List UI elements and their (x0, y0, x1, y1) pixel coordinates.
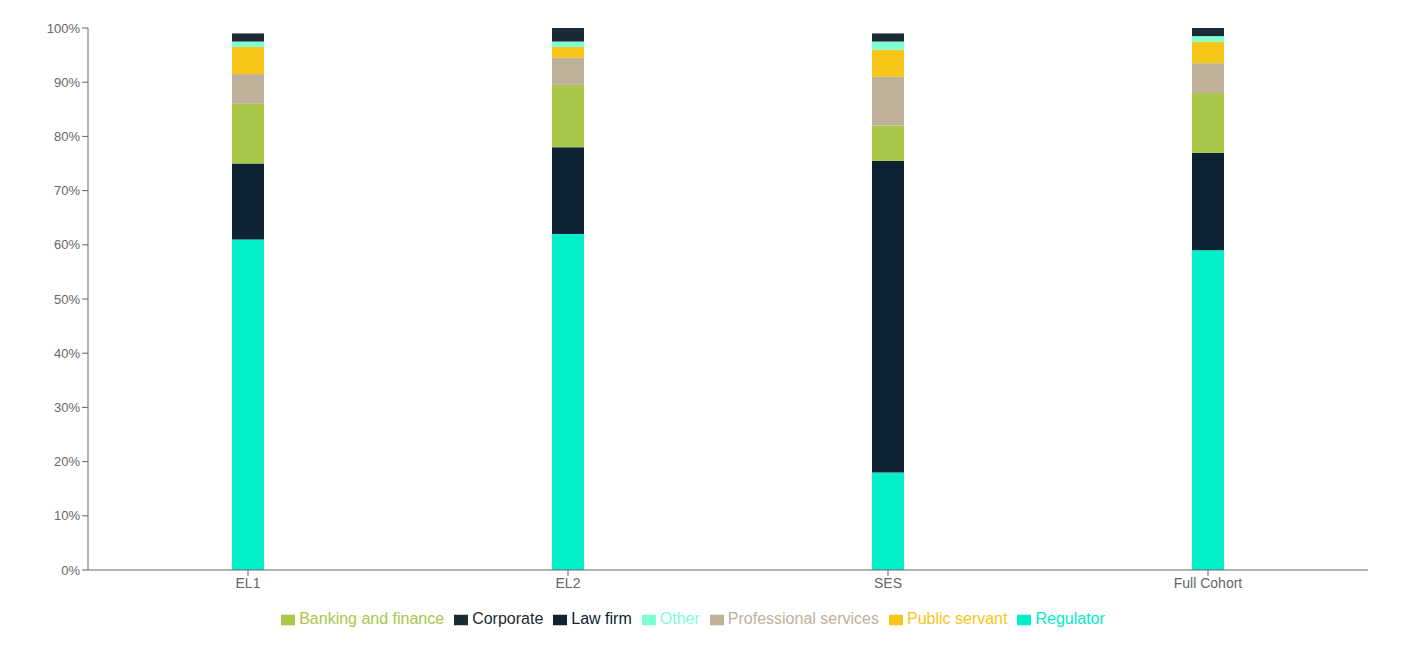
html-text:Professional services: Professional services (727, 610, 879, 627)
svg-text:100%: 100% (47, 21, 81, 36)
svg-text:70%: 70% (54, 183, 80, 198)
html-text:Banking and finance: Banking and finance (299, 610, 445, 627)
svg-text:10%: 10% (54, 508, 80, 523)
html-text:Other: Other (659, 610, 700, 627)
svg-text:30%: 30% (54, 400, 80, 415)
svg-text:60%: 60% (54, 237, 80, 252)
html-text:Law firm: Law firm (571, 610, 632, 627)
html-text:Public servant: Public servant (907, 610, 1008, 627)
svg-text:0%: 0% (61, 563, 80, 578)
svg-text:20%: 20% (54, 454, 80, 469)
svg-text:90%: 90% (54, 75, 80, 90)
svg-text:80%: 80% (54, 129, 80, 144)
svg-text:EL1: EL1 (236, 575, 261, 591)
svg-text:Full Cohort: Full Cohort (1174, 575, 1243, 591)
svg-text:EL2: EL2 (556, 575, 581, 591)
svg-text:SES: SES (874, 575, 902, 591)
svg-text:40%: 40% (54, 346, 80, 361)
svg-text:50%: 50% (54, 292, 80, 307)
html-text:Corporate: Corporate (472, 610, 544, 627)
html-text:Regulator: Regulator (1035, 610, 1105, 627)
